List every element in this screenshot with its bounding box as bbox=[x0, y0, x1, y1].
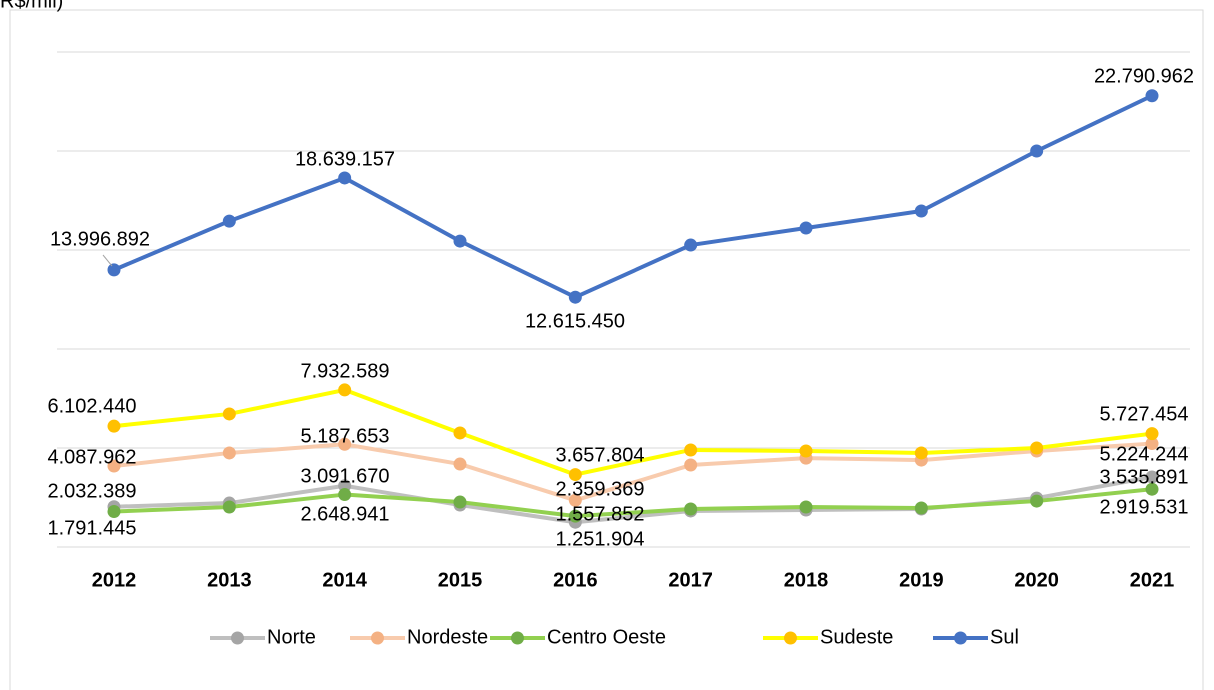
data-label: 2.648.941 bbox=[301, 503, 390, 525]
data-label: 2.359.369 bbox=[556, 478, 645, 500]
data-label: 12.615.450 bbox=[525, 310, 625, 332]
marker bbox=[1030, 144, 1044, 158]
data-label: 6.102.440 bbox=[48, 395, 137, 417]
data-label: 2.919.531 bbox=[1100, 496, 1189, 518]
marker bbox=[799, 500, 813, 514]
legend-marker bbox=[511, 631, 524, 645]
marker bbox=[1030, 494, 1044, 508]
x-tick-label: 2016 bbox=[553, 569, 598, 591]
legend-marker bbox=[784, 631, 797, 645]
x-tick-label: 2013 bbox=[207, 569, 252, 591]
x-tick-label: 2012 bbox=[92, 569, 137, 591]
series bbox=[107, 482, 1159, 523]
marker bbox=[1145, 427, 1159, 441]
x-tick-label: 2021 bbox=[1130, 569, 1175, 591]
marker bbox=[453, 495, 467, 509]
x-tick-label: 2020 bbox=[1014, 569, 1059, 591]
marker bbox=[684, 458, 698, 472]
marker bbox=[568, 468, 582, 482]
x-tick-label: 2017 bbox=[668, 569, 713, 591]
marker bbox=[453, 426, 467, 440]
legend-marker bbox=[371, 631, 384, 645]
marker bbox=[568, 290, 582, 304]
data-label: 2.032.389 bbox=[48, 480, 137, 502]
line bbox=[113, 387, 1153, 477]
marker bbox=[1145, 470, 1159, 484]
data-label: 1.557.852 bbox=[556, 503, 645, 525]
series bbox=[107, 383, 1159, 482]
line bbox=[113, 487, 1153, 519]
data-label: 5.187.653 bbox=[301, 425, 390, 447]
marker bbox=[914, 446, 928, 460]
x-tick-label: 2014 bbox=[322, 569, 367, 591]
marker bbox=[568, 493, 582, 507]
legend-label: Sudeste bbox=[820, 626, 893, 648]
marker bbox=[684, 238, 698, 252]
marker bbox=[684, 443, 698, 457]
marker bbox=[222, 500, 236, 514]
chart-frame bbox=[9, 9, 1204, 690]
legend-marker bbox=[954, 631, 967, 645]
data-label: 5.224.244 bbox=[1100, 443, 1189, 465]
data-label: 4.087.962 bbox=[48, 446, 137, 468]
x-tick-label: 2018 bbox=[784, 569, 829, 591]
marker bbox=[338, 171, 352, 185]
marker bbox=[799, 221, 813, 235]
marker bbox=[338, 437, 352, 451]
marker bbox=[453, 457, 467, 471]
data-label: 7.932.589 bbox=[301, 360, 390, 382]
marker bbox=[1145, 437, 1159, 451]
marker bbox=[222, 446, 236, 460]
data-label: 1.251.904 bbox=[556, 528, 645, 550]
marker bbox=[222, 214, 236, 228]
legend-label: Centro Oeste bbox=[547, 626, 666, 648]
y-axis-label: R$/mil) bbox=[0, 0, 63, 12]
data-label: 5.727.454 bbox=[1100, 403, 1189, 425]
line bbox=[113, 441, 1153, 503]
marker bbox=[107, 459, 121, 473]
series bbox=[107, 89, 1159, 304]
legend-label: Norte bbox=[267, 626, 316, 648]
legend-label: Sul bbox=[990, 626, 1019, 648]
data-label: 3.091.670 bbox=[301, 465, 390, 487]
legend-marker bbox=[231, 631, 244, 645]
marker bbox=[799, 444, 813, 458]
marker bbox=[914, 501, 928, 515]
marker bbox=[338, 488, 352, 502]
marker bbox=[107, 419, 121, 433]
marker bbox=[568, 509, 582, 523]
line bbox=[113, 93, 1153, 300]
data-label: 22.790.962 bbox=[1094, 65, 1194, 87]
data-label: 1.791.445 bbox=[48, 517, 137, 539]
marker bbox=[107, 505, 121, 519]
marker bbox=[1145, 89, 1159, 103]
x-tick-label: 2015 bbox=[438, 569, 483, 591]
legend-label: Nordeste bbox=[407, 626, 488, 648]
x-tick-label: 2019 bbox=[899, 569, 944, 591]
data-label: 13.996.892 bbox=[50, 228, 150, 250]
marker bbox=[338, 383, 352, 397]
data-label: 3.535.891 bbox=[1100, 466, 1189, 488]
marker bbox=[1145, 482, 1159, 496]
data-label: 3.657.804 bbox=[556, 444, 645, 466]
marker bbox=[1030, 441, 1044, 455]
marker bbox=[222, 407, 236, 421]
data-label: 18.639.157 bbox=[295, 148, 395, 170]
marker bbox=[684, 502, 698, 516]
marker bbox=[914, 204, 928, 218]
leader-line bbox=[102, 254, 113, 267]
marker bbox=[107, 263, 121, 277]
marker bbox=[453, 234, 467, 248]
